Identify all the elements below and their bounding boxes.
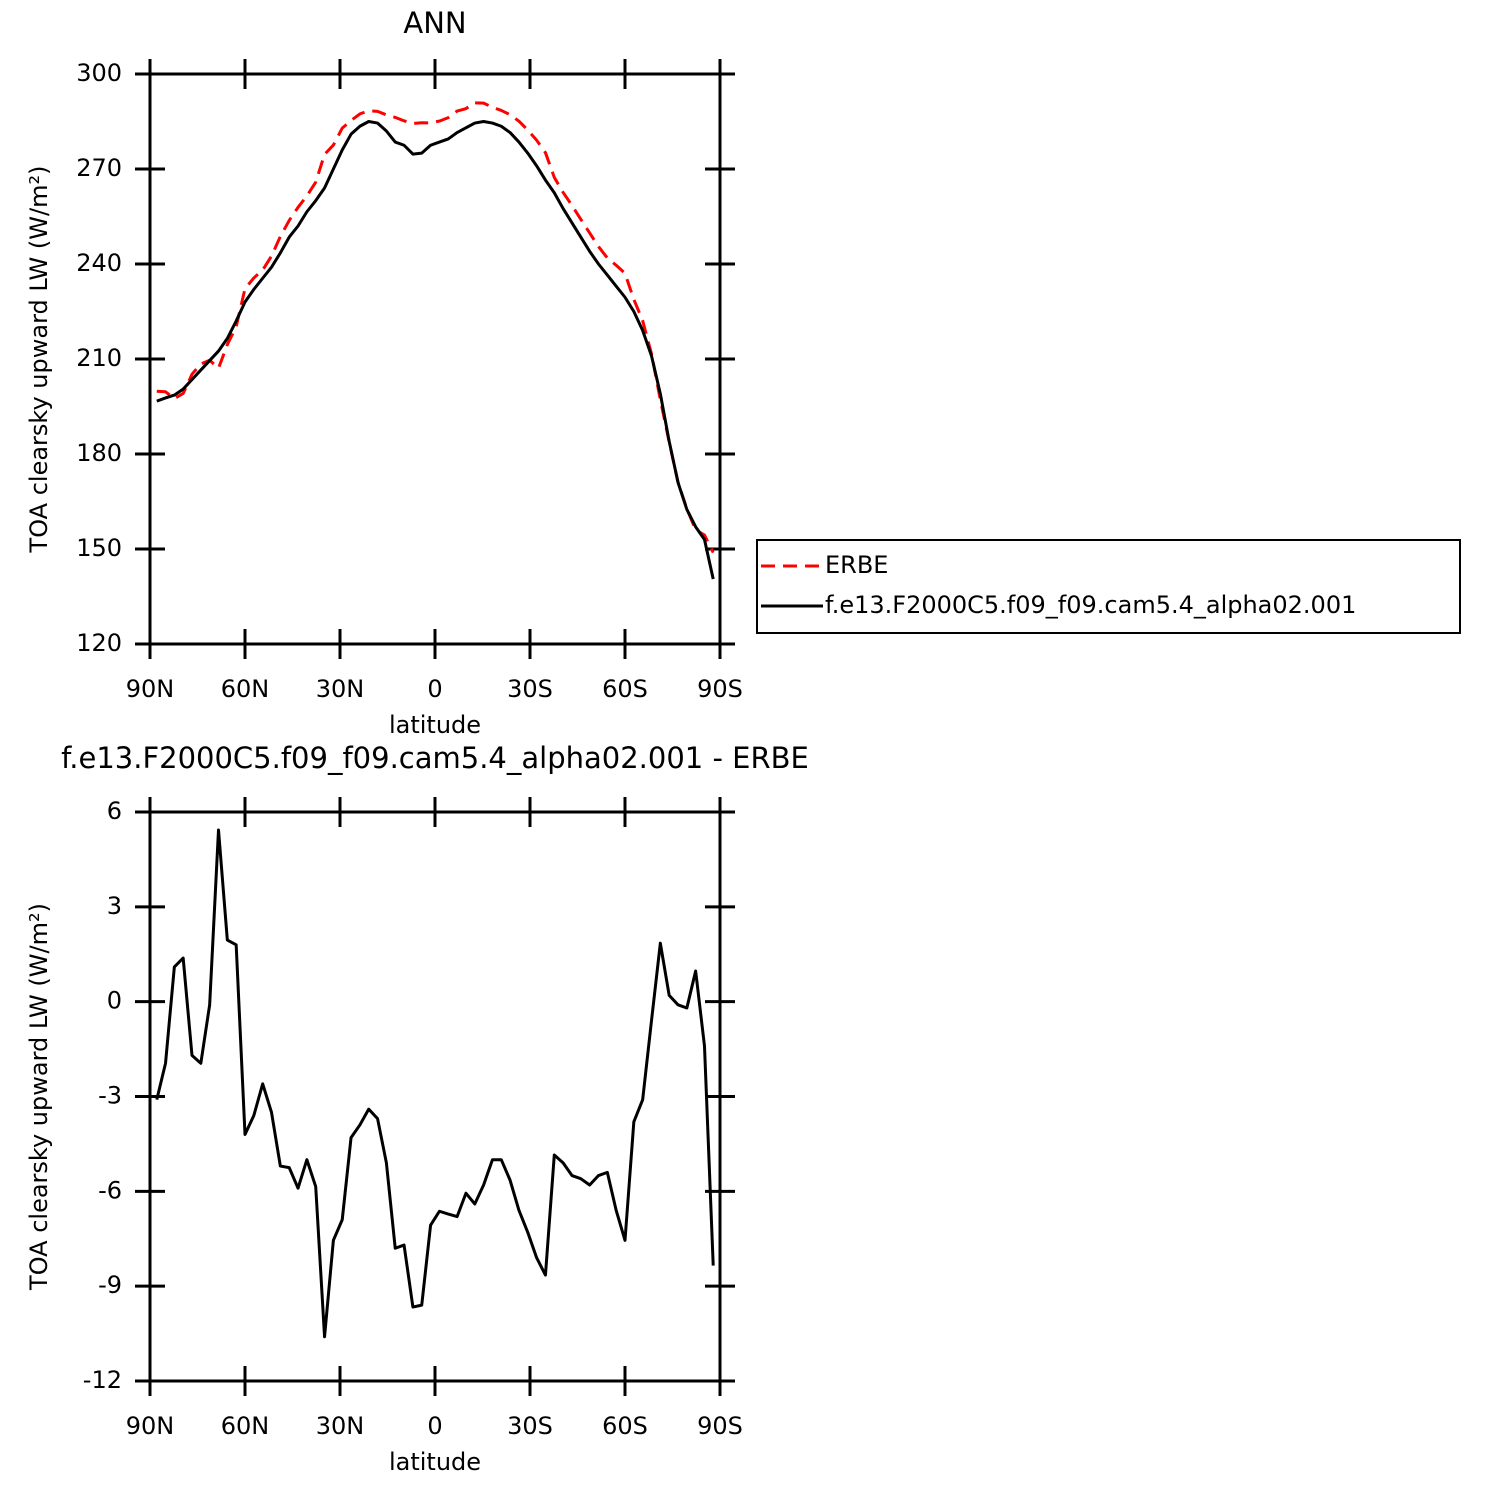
x-tick-label: 90S (697, 1412, 743, 1440)
y-tick-label: 6 (107, 797, 122, 825)
legend-label: f.e13.F2000C5.f09_f09.cam5.4_alpha02.001 (825, 591, 1356, 619)
x-axis-label: latitude (389, 1448, 481, 1476)
x-tick-label: 90S (697, 675, 743, 703)
y-tick-label: -12 (83, 1366, 122, 1394)
x-tick-label: 30S (507, 1412, 553, 1440)
legend-box (756, 539, 1461, 634)
x-tick-label: 30S (507, 675, 553, 703)
y-tick-label: -6 (98, 1176, 122, 1204)
y-tick-label: 0 (107, 987, 122, 1015)
y-tick-label: -9 (98, 1271, 122, 1299)
y-tick-label: 270 (76, 154, 122, 182)
data-line (155, 828, 715, 1339)
y-tick-label: 300 (76, 59, 122, 87)
y-tick-label: -3 (98, 1082, 122, 1110)
legend-label: ERBE (825, 551, 888, 579)
y-tick-label: 240 (76, 249, 122, 277)
x-tick-label: 60N (221, 675, 270, 703)
plot-frame (148, 810, 722, 1383)
y-axis-label: TOA clearsky upward LW (W/m²) (25, 903, 53, 1291)
y-axis-label: TOA clearsky upward LW (W/m²) (25, 166, 53, 554)
data-line (156, 120, 715, 580)
chart-title: ANN (403, 6, 466, 40)
y-tick-label: 210 (76, 344, 122, 372)
x-tick-label: 90N (126, 675, 175, 703)
y-tick-label: 3 (107, 892, 122, 920)
x-tick-label: 60S (602, 675, 648, 703)
x-tick-label: 90N (126, 1412, 175, 1440)
x-tick-label: 0 (427, 675, 442, 703)
x-axis-label: latitude (389, 711, 481, 739)
data-line (156, 101, 715, 554)
x-tick-label: 60N (221, 1412, 270, 1440)
x-tick-label: 30N (316, 1412, 365, 1440)
plot-frame (148, 72, 722, 646)
x-tick-label: 60S (602, 1412, 648, 1440)
y-tick-label: 120 (76, 629, 122, 657)
chart-title: f.e13.F2000C5.f09_f09.cam5.4_alpha02.001… (61, 741, 809, 775)
x-tick-label: 30N (316, 675, 365, 703)
y-tick-label: 180 (76, 439, 122, 467)
x-tick-label: 0 (427, 1412, 442, 1440)
y-tick-label: 150 (76, 534, 122, 562)
